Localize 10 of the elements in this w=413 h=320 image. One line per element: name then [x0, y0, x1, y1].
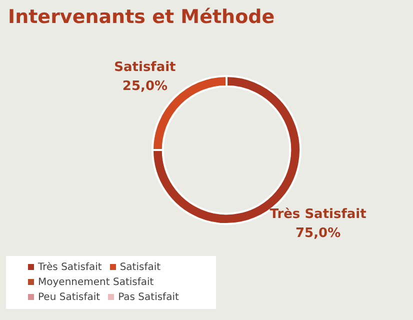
data-label: 25,0%: [122, 78, 168, 94]
data-label: 75,0%: [295, 226, 341, 241]
slice-label: Satisfait: [114, 60, 176, 75]
legend-label: Peu Satisfait: [37, 292, 100, 303]
legend-label: Pas Satisfait: [117, 292, 179, 303]
chart-title: Intervenants et Méthode: [8, 6, 275, 28]
legend-label: Satisfait: [118, 262, 161, 273]
legend-label: Très Satisfait: [37, 262, 102, 273]
slice-label: Très Satisfait: [270, 206, 366, 222]
legend-label: Moyennement Satisfait: [37, 277, 154, 288]
